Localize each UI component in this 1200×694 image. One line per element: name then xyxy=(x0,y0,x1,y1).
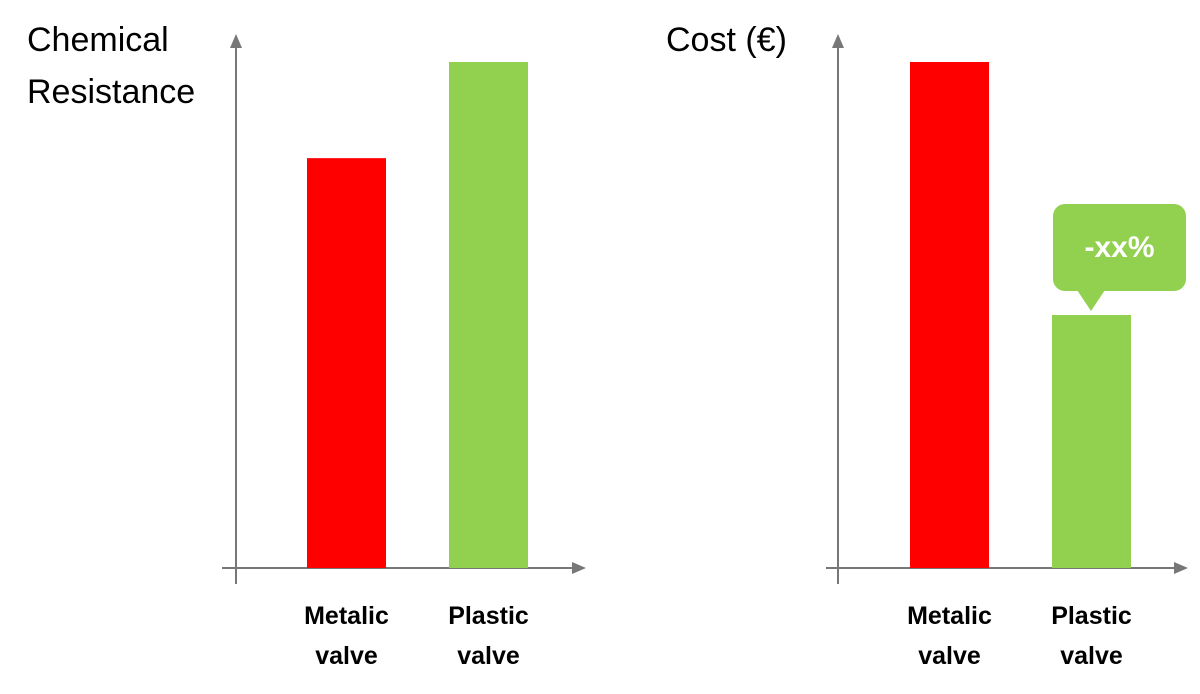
y-axis-arrow xyxy=(832,34,844,48)
bar xyxy=(449,62,528,568)
x-axis-arrow xyxy=(572,562,586,574)
x-tick-label: Metalic valve xyxy=(907,602,992,670)
bar xyxy=(910,62,989,568)
callout-pointer xyxy=(1077,290,1105,311)
chart-title: Chemical Resistance xyxy=(27,21,196,111)
chart-title: Cost (€) xyxy=(666,21,787,59)
x-tick-label: Metalic valve xyxy=(304,602,389,670)
x-axis-arrow xyxy=(1174,562,1188,574)
annotation: -xx% xyxy=(1084,231,1155,264)
x-tick-label: Plastic valve xyxy=(448,602,529,670)
bar xyxy=(1052,315,1131,568)
callout-box xyxy=(1053,204,1186,291)
bar xyxy=(307,158,386,568)
x-tick-label: Plastic valve xyxy=(1051,602,1132,670)
y-axis-arrow xyxy=(230,34,242,48)
